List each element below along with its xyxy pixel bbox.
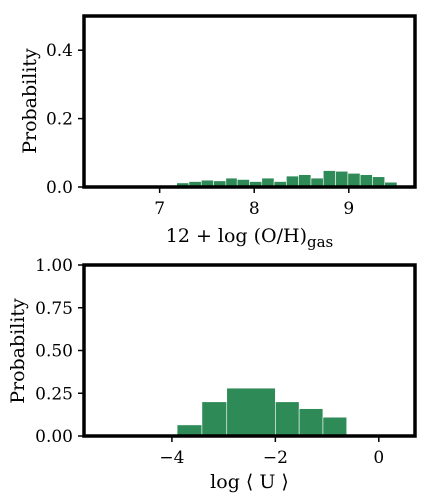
x-tick-label: 9: [343, 199, 354, 219]
histogram-bar: [201, 401, 228, 437]
histogram-bar: [226, 387, 276, 437]
histogram-bar: [298, 408, 324, 437]
histogram-bar: [335, 170, 349, 188]
x-tick-label: −2: [263, 448, 288, 468]
y-axis-label: Probability: [19, 48, 41, 154]
y-tick-label: 0.25: [35, 384, 73, 404]
x-axis-label: log ⟨ U ⟩: [210, 471, 289, 493]
histogram-bar: [322, 416, 348, 437]
x-tick-label: 0: [373, 448, 384, 468]
y-tick-label: 0.4: [46, 41, 73, 61]
histogram-bar: [359, 174, 373, 188]
metallicity-histogram-panel: 7 8 9 0.0 0.2 0.4 12 + log (O/H)gas Probability: [19, 14, 417, 251]
ionization-histogram-panel: −4 −2 0 0.00 0.25 0.50 0.75 1.00 log ⟨ U ⟩ Probab…: [7, 256, 417, 493]
y-tick-label: 0.2: [46, 110, 73, 130]
y-tick-label: 0.00: [35, 427, 73, 447]
x-axis-label: 12 + log (O/H)gas: [166, 225, 334, 251]
plot-frame: [82, 14, 417, 189]
y-axis-label: Probability: [7, 298, 29, 404]
y-tick-label: 1.00: [35, 256, 73, 276]
x-axis-label-subscript: gas: [307, 233, 333, 251]
x-axis-label-main: 12 + log (O/H): [166, 225, 307, 247]
y-tick-label: 0.0: [46, 178, 73, 198]
x-tick-label: 8: [249, 199, 260, 219]
histogram-bar: [322, 170, 336, 188]
x-tick-label: 7: [154, 199, 165, 219]
histogram-bar: [347, 173, 361, 188]
histogram-bar: [275, 401, 300, 437]
x-tick-label: −4: [159, 448, 184, 468]
y-tick-label: 0.50: [35, 342, 73, 362]
histogram-bar: [298, 174, 312, 188]
y-tick-label: 0.75: [35, 299, 73, 319]
